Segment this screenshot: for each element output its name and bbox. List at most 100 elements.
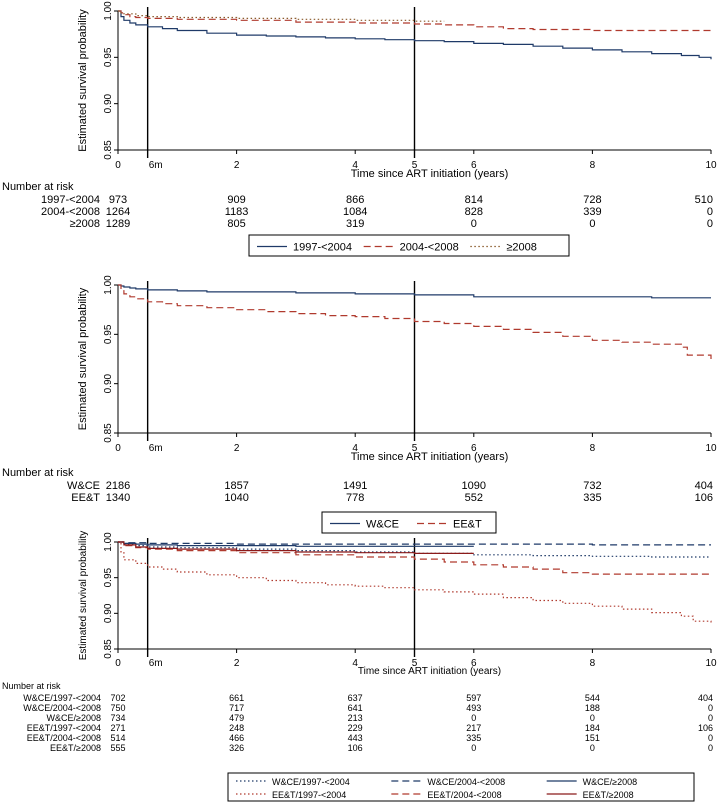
- legend: 1997-<2004 2004-<2008 ≥2008: [248, 234, 570, 257]
- risk-count-cell: 0: [708, 703, 713, 713]
- risk-count-cell: 1857: [224, 480, 248, 492]
- risk-table-header: Number at risk: [2, 181, 74, 193]
- legend-box: [248, 234, 570, 257]
- y-tick-label: 0.95: [103, 47, 114, 67]
- risk-count-cell: 637: [348, 693, 363, 703]
- x-tick-label: 2: [234, 160, 240, 171]
- risk-count-cell: 1264: [106, 206, 130, 218]
- risk-table-header: Number at risk: [2, 467, 74, 479]
- risk-row-label: EE&T/1997-<2004: [27, 723, 101, 733]
- risk-count-cell: 514: [110, 733, 125, 743]
- y-axis-title: Estimated survival probability: [77, 9, 89, 152]
- risk-count-cell: 0: [471, 743, 476, 753]
- series-line-3: [118, 541, 474, 547]
- y-tick-label: 1.00: [103, 532, 114, 552]
- series-line-2: [118, 10, 711, 32]
- risk-count-cell: 335: [583, 492, 601, 504]
- risk-count-cell: 106: [698, 723, 713, 733]
- x-tick-label: 8: [590, 658, 596, 669]
- x-marker-label: 5: [412, 658, 418, 669]
- risk-row-label: 2004-<2008: [41, 206, 100, 218]
- risk-count-cell: 1183: [225, 206, 249, 218]
- y-tick-label: 0.85: [103, 140, 114, 160]
- x-tick-label: 6: [471, 160, 477, 171]
- x-tick-label: 6: [471, 658, 477, 669]
- risk-count-cell: 493: [466, 703, 481, 713]
- risk-count-cell: 544: [585, 693, 600, 703]
- x-tick-label: 4: [352, 160, 358, 171]
- legend: W&CE/1997-<2004 W&CE/2004-<2008 W&CE/≥2008…: [227, 772, 695, 802]
- x-tick-label: 2: [234, 443, 240, 454]
- legend-label: 1997-<2004: [293, 242, 352, 254]
- risk-count-cell: 151: [585, 733, 600, 743]
- risk-table-header: Number at risk: [2, 681, 61, 691]
- x-marker-label: 5: [412, 443, 418, 454]
- x-tick-label: 8: [590, 443, 596, 454]
- legend-label: W&CE/2004-<2008: [427, 777, 505, 787]
- risk-row-label: W&CE/≥2008: [47, 713, 101, 723]
- risk-count-cell: 0: [590, 713, 595, 723]
- series-line-1: [118, 284, 711, 299]
- risk-count-cell: 0: [471, 713, 476, 723]
- x-axis-title: Time since ART initiation (years): [351, 168, 509, 180]
- risk-count-cell: 0: [707, 218, 713, 230]
- risk-row-label: 1997-<2004: [41, 194, 100, 206]
- risk-row-label: W&CE/1997-<2004: [23, 693, 101, 703]
- y-tick-label: 0.85: [103, 423, 114, 443]
- risk-count-cell: 805: [227, 218, 245, 230]
- risk-count-cell: 443: [348, 733, 363, 743]
- risk-count-cell: 248: [229, 723, 244, 733]
- risk-count-cell: 728: [583, 194, 601, 206]
- risk-row-label: EE&T: [71, 492, 100, 504]
- risk-count-cell: 734: [110, 713, 125, 723]
- risk-count-cell: 229: [348, 723, 363, 733]
- risk-count-cell: 1340: [106, 492, 130, 504]
- risk-count-cell: 319: [346, 218, 364, 230]
- series-line-1: [118, 541, 711, 558]
- risk-count-cell: 404: [698, 693, 713, 703]
- x-marker-label: 6m: [149, 443, 163, 454]
- risk-count-cell: 1090: [462, 480, 486, 492]
- legend-box: [227, 772, 695, 802]
- risk-count-cell: 0: [708, 733, 713, 743]
- series-line-1: [118, 10, 712, 60]
- risk-row-label: W&CE/2004-<2008: [23, 703, 101, 713]
- risk-count-cell: 217: [466, 723, 481, 733]
- x-tick-label: 0: [115, 658, 121, 669]
- risk-count-cell: 213: [348, 713, 363, 723]
- x-tick-label: 4: [352, 443, 358, 454]
- y-tick-label: 1.00: [103, 275, 114, 295]
- legend-label: W&CE/1997-<2004: [272, 777, 350, 787]
- risk-count-cell: 510: [695, 194, 713, 206]
- x-axis-title: Time since ART initiation (years): [351, 451, 509, 463]
- y-tick-label: 0.95: [103, 567, 114, 587]
- risk-count-cell: 0: [707, 206, 713, 218]
- risk-row-label: EE&T/2004-<2008: [27, 733, 101, 743]
- risk-count-cell: 339: [583, 206, 601, 218]
- y-tick-label: 0.90: [103, 603, 114, 623]
- risk-count-cell: 0: [708, 743, 713, 753]
- risk-count-cell: 106: [695, 492, 713, 504]
- legend-label: EE&T/1997-<2004: [272, 790, 346, 800]
- risk-count-cell: 732: [583, 480, 601, 492]
- risk-count-cell: 661: [229, 693, 244, 703]
- risk-count-cell: 466: [229, 733, 244, 743]
- x-axis-title: Time since ART initiation (years): [358, 666, 501, 677]
- risk-count-cell: 814: [465, 194, 483, 206]
- x-tick-label: 2: [234, 658, 240, 669]
- x-tick-label: 8: [590, 160, 596, 171]
- x-tick-label: 10: [705, 658, 717, 669]
- risk-count-cell: 0: [708, 713, 713, 723]
- x-tick-label: 0: [115, 160, 121, 171]
- risk-count-cell: 0: [590, 743, 595, 753]
- risk-count-cell: 0: [471, 218, 477, 230]
- risk-row-label: EE&T/≥2008: [50, 743, 101, 753]
- risk-count-cell: 404: [695, 480, 713, 492]
- x-marker-label: 5: [412, 160, 418, 171]
- x-tick-label: 10: [705, 160, 717, 171]
- series-line-2: [118, 541, 711, 546]
- legend-label: EE&T/≥2008: [583, 790, 634, 800]
